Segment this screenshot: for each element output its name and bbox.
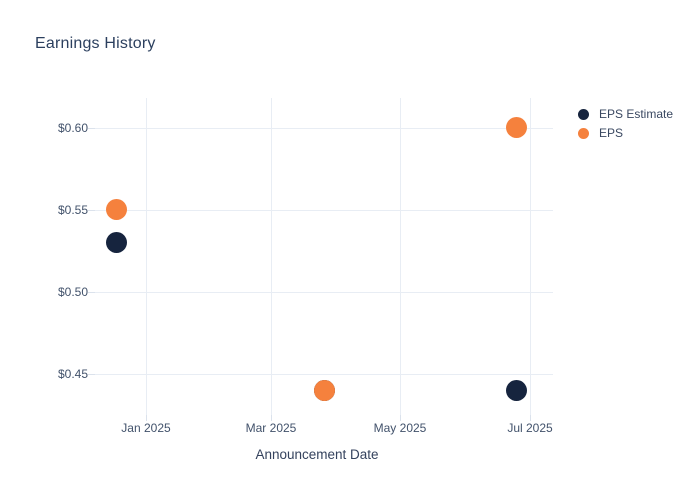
x-tick-label: Jul 2025 [507,421,553,435]
y-gridline [95,210,553,211]
y-tick-mark [88,292,95,293]
y-tick-label: $0.60 [57,121,88,135]
y-tick-label: $0.45 [57,367,88,381]
legend-label: EPS Estimate [599,107,674,121]
x-gridline [271,98,272,415]
y-tick-label: $0.50 [57,285,88,299]
x-axis-title: Announcement Date [255,447,379,462]
x-tick-mark [530,415,531,421]
data-point-eps[interactable] [506,117,528,139]
y-gridline [95,292,553,293]
x-gridline [530,98,531,415]
y-tick-mark [88,128,95,129]
legend-label: EPS [599,126,624,140]
eps-estimate-legend-marker-icon [578,109,589,120]
y-tick-mark [88,374,95,375]
eps-legend-marker-icon [578,128,589,139]
x-gridline [146,98,147,415]
x-tick-label: May 2025 [373,421,427,435]
legend-item-eps[interactable]: EPS [578,124,673,143]
x-gridline [400,98,401,415]
data-point-eps-estimate[interactable] [506,379,528,401]
data-point-eps[interactable] [105,199,127,221]
y-tick-mark [88,210,95,211]
legend-item-eps-estimate[interactable]: EPS Estimate [578,105,673,124]
x-tick-mark [271,415,272,421]
x-tick-label: Jan 2025 [121,421,171,435]
y-gridline [95,128,553,129]
x-tick-mark [146,415,147,421]
data-point-eps-estimate[interactable] [105,232,127,254]
x-tick-label: Mar 2025 [245,421,297,435]
y-tick-label: $0.55 [57,203,88,217]
chart-title: Earnings History [35,35,156,52]
y-gridline [95,374,553,375]
data-point-eps[interactable] [313,379,335,401]
x-tick-mark [400,415,401,421]
legend: EPS Estimate EPS [578,105,673,143]
